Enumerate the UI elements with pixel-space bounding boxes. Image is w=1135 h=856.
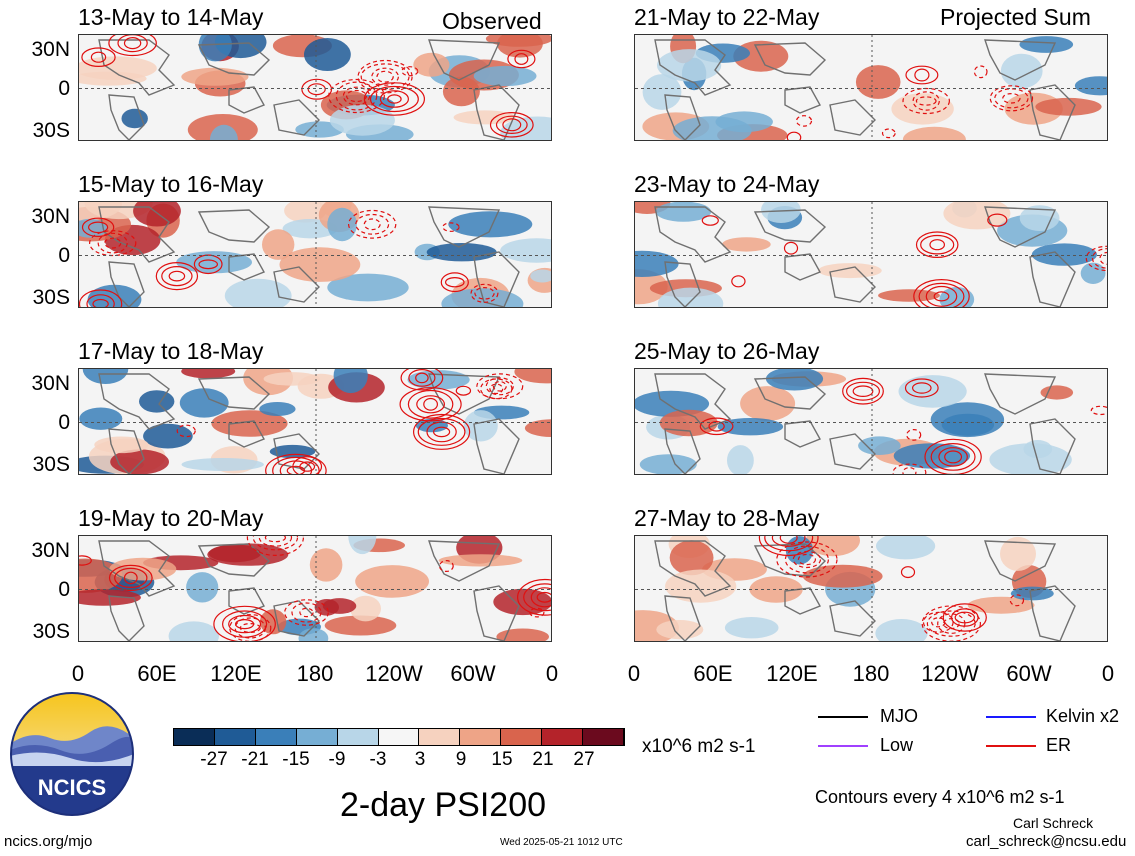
lat-label-30s: 30S — [32, 620, 70, 643]
lat-label-30n: 30N — [31, 205, 70, 228]
panel-title-obs-3: 17-May to 18-May — [78, 338, 264, 364]
lon-label-0-end: 0 — [545, 661, 559, 686]
panel-title-obs-1: 13-May to 14-May — [78, 4, 264, 30]
map-panel-observed-4 — [78, 535, 552, 642]
observed-header: Observed — [442, 8, 542, 34]
legend-line-kelvin — [986, 716, 1036, 718]
map-panel-observed-1 — [78, 34, 552, 141]
map-panel-projected-1 — [634, 34, 1108, 141]
legend-label-er: ER — [1046, 735, 1072, 755]
panel-title-obs-2: 15-May to 16-May — [78, 171, 264, 197]
colorbar-tick-label: -27 — [200, 749, 228, 770]
lon-label-0: 0 — [71, 661, 85, 686]
contour-note: Contours every 4 x10^6 m2 s-1 — [815, 787, 1065, 807]
colorbar-cell — [255, 729, 297, 745]
colorbar-cell — [214, 729, 256, 745]
colorbar-cell — [174, 729, 215, 745]
lon-label-120w: 120W — [921, 661, 979, 686]
lat-label-30n: 30N — [31, 372, 70, 395]
legend-label-low: Low — [880, 735, 914, 755]
lat-label-30s: 30S — [32, 119, 70, 142]
panel-title-proj-3: 25-May to 26-May — [634, 338, 820, 364]
colorbar-tick-label: 3 — [414, 749, 426, 770]
lon-label-120e: 120E — [766, 661, 818, 686]
map-panel-observed-3 — [78, 368, 552, 475]
legend-line-low — [818, 745, 868, 747]
colorbar-cell — [583, 729, 624, 745]
lat-label-30n: 30N — [31, 539, 70, 562]
lon-label-60e: 60E — [693, 661, 733, 686]
panel-title-proj-1: 21-May to 22-May — [634, 4, 820, 30]
lon-label-180: 180 — [296, 661, 334, 686]
lat-label-30s: 30S — [32, 453, 70, 476]
map-panel-observed-2 — [78, 201, 552, 308]
colorbar-cell — [542, 729, 584, 745]
legend-line-mjo — [818, 716, 868, 718]
lat-label-30s: 30S — [32, 286, 70, 309]
colorbar-tick-label: 21 — [532, 749, 554, 770]
author-name: Carl Schreck — [1013, 815, 1094, 831]
colorbar-tick-label: -21 — [241, 749, 269, 770]
colorbar-units: x10^6 m2 s-1 — [642, 736, 756, 757]
timestamp: Wed 2025-05-21 1012 UTC — [500, 837, 623, 848]
colorbar-cell — [378, 729, 420, 745]
main-title: 2-day PSI200 — [340, 786, 547, 824]
lon-label-180: 180 — [852, 661, 890, 686]
site-link[interactable]: ncics.org/mjo — [4, 833, 93, 850]
lon-label-120w: 120W — [365, 661, 423, 686]
lon-label-60w: 60W — [450, 661, 496, 686]
colorbar-tick-label: -3 — [369, 749, 387, 770]
colorbar-cell — [419, 729, 461, 745]
colorbar-tick-label: 27 — [573, 749, 595, 770]
legend-label-mjo: MJO — [880, 706, 918, 726]
colorbar-tick-label: 15 — [491, 749, 513, 770]
colorbar — [173, 728, 625, 746]
colorbar-tick-label: 9 — [455, 749, 467, 770]
colorbar-cell — [296, 729, 338, 745]
colorbar-cell — [501, 729, 543, 745]
panel-title-obs-4: 19-May to 20-May — [78, 505, 264, 531]
map-panel-projected-3 — [634, 368, 1108, 475]
map-panel-projected-2 — [634, 201, 1108, 308]
lat-label-eq: 0 — [58, 77, 70, 100]
panel-title-proj-2: 23-May to 24-May — [634, 171, 820, 197]
colorbar-tick-label: -15 — [282, 749, 310, 770]
colorbar-tick-label: -9 — [328, 749, 346, 770]
legend-label-kelvin: Kelvin x2 — [1046, 706, 1120, 726]
lat-label-30n: 30N — [31, 38, 70, 61]
lat-label-eq: 0 — [58, 244, 70, 267]
colorbar-cell — [460, 729, 502, 745]
author-email[interactable]: carl_schreck@ncsu.edu — [966, 833, 1127, 850]
lat-label-eq: 0 — [58, 578, 70, 601]
lon-label-60e: 60E — [137, 661, 177, 686]
map-panel-projected-4 — [634, 535, 1108, 642]
legend-line-er — [986, 745, 1036, 747]
logo-text: NCICS — [38, 775, 106, 800]
lon-label-0: 0 — [627, 661, 641, 686]
lon-label-0-end: 0 — [1101, 661, 1115, 686]
lat-label-eq: 0 — [58, 411, 70, 434]
panel-title-proj-4: 27-May to 28-May — [634, 505, 820, 531]
lon-label-120e: 120E — [210, 661, 262, 686]
ncics-logo: NCICS — [10, 692, 134, 816]
projected-header: Projected Sum — [940, 4, 1091, 30]
colorbar-cell — [337, 729, 379, 745]
lon-label-60w: 60W — [1006, 661, 1052, 686]
